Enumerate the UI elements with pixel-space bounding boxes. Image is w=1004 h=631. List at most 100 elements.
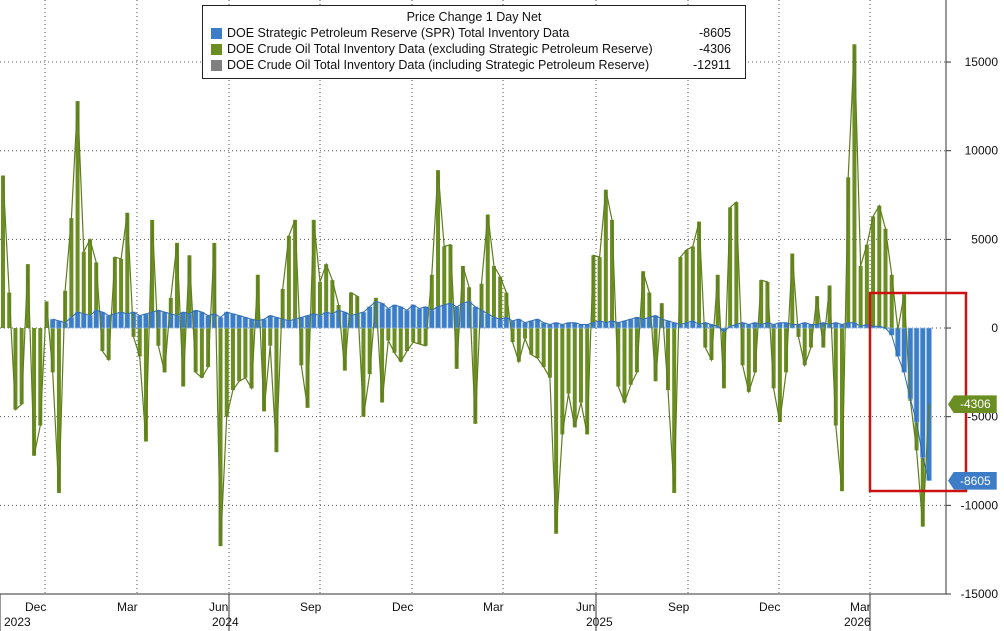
bar-spr <box>56 320 62 329</box>
bar-crude-ex-spr <box>168 297 173 329</box>
bar-crude-ex-spr <box>317 281 322 329</box>
bar-crude-ex-spr <box>262 328 267 412</box>
bar-spr <box>310 313 317 329</box>
bar-crude-ex-spr <box>274 328 279 453</box>
bar-crude-ex-spr <box>871 216 876 329</box>
chart-legend: Price Change 1 Day Net DOE Strategic Pet… <box>202 5 746 79</box>
bar-spr <box>366 306 373 329</box>
x-year-label: 2023 <box>4 615 31 629</box>
bar-spr <box>180 311 187 329</box>
last-value-tag-crude-ex-spr: -4306 <box>948 395 997 414</box>
bar-crude-ex-spr <box>32 328 37 456</box>
bar-crude-ex-spr <box>199 328 204 378</box>
bar-crude-ex-spr <box>286 235 291 329</box>
bar-crude-ex-spr <box>181 328 186 387</box>
y-tick-label: -15000 <box>961 587 999 601</box>
bar-spr <box>528 320 535 329</box>
bar-crude-ex-spr <box>1 175 5 329</box>
bar-spr <box>323 311 329 329</box>
bar-crude-ex-spr <box>212 242 217 329</box>
bar-crude-ex-spr <box>846 177 851 329</box>
bar-crude-ex-spr <box>516 328 521 362</box>
y-tick-label: 15000 <box>965 55 999 69</box>
bar-crude-ex-spr <box>367 328 372 375</box>
bar-spr <box>385 308 392 329</box>
bar-spr <box>342 311 348 329</box>
bar-crude-ex-spr <box>137 328 142 357</box>
legend-item-crude-incl-spr[interactable]: DOE Crude Oil Total Inventory Data (incl… <box>211 58 737 74</box>
bar-crude-ex-spr <box>740 328 745 366</box>
bar-spr <box>497 318 503 329</box>
bar-crude-ex-spr <box>100 328 105 352</box>
bar-crude-ex-spr <box>572 328 577 428</box>
bar-crude-ex-spr <box>94 262 99 329</box>
bar-crude-ex-spr <box>38 328 43 426</box>
bar-crude-ex-spr <box>628 328 633 385</box>
bar-crude-ex-spr <box>44 301 49 329</box>
legend-label-crude-incl-spr: DOE Crude Oil Total Inventory Data (incl… <box>227 58 650 72</box>
bar-spr <box>192 309 199 329</box>
bar-crude-ex-spr <box>280 289 285 329</box>
bar-spr <box>317 315 323 329</box>
bar-crude-ex-spr <box>697 221 702 329</box>
bar-spr <box>87 315 93 329</box>
legend-value-spr: -8605 <box>699 26 731 40</box>
bar-crude-ex-spr <box>193 328 198 373</box>
bar-crude-ex-spr <box>852 44 857 329</box>
bar-spr <box>236 315 242 329</box>
bar-crude-ex-spr <box>889 274 894 329</box>
legend-item-spr[interactable]: DOE Strategic Petroleum Reserve (SPR) To… <box>211 26 737 42</box>
bar-crude-ex-spr <box>187 255 192 329</box>
bar-crude-ex-spr <box>734 202 739 329</box>
x-tick-label: Sep <box>300 600 322 614</box>
bar-crude-ex-spr <box>498 276 503 329</box>
bar-spr <box>404 309 410 329</box>
bar-spr <box>652 315 659 329</box>
bar-crude-ex-spr <box>759 280 764 329</box>
legend-value-crude-ex-spr: -4306 <box>699 42 731 56</box>
bar-crude-ex-spr <box>349 292 354 329</box>
bar-spr <box>634 317 640 329</box>
bar-crude-ex-spr <box>25 264 30 329</box>
bar-crude-ex-spr <box>479 283 484 329</box>
bar-crude-ex-spr <box>442 246 447 329</box>
bar-crude-ex-spr <box>616 328 621 387</box>
legend-label-spr: DOE Strategic Petroleum Reserve (SPR) To… <box>227 26 570 40</box>
bar-crude-ex-spr <box>386 328 391 341</box>
bar-crude-ex-spr <box>206 328 211 368</box>
bar-crude-ex-spr <box>81 251 86 329</box>
bar-spr <box>267 315 274 329</box>
bar-crude-ex-spr <box>678 257 683 329</box>
y-tick-label: 5000 <box>971 232 998 246</box>
bar-spr <box>416 308 423 329</box>
bar-crude-ex-spr <box>765 281 770 329</box>
bar-crude-ex-spr <box>404 328 409 352</box>
bar-crude-ex-spr <box>268 328 273 346</box>
legend-item-crude-ex-spr[interactable]: DOE Crude Oil Total Inventory Data (excl… <box>211 42 737 58</box>
bar-crude-ex-spr <box>721 328 726 389</box>
x-year-label: 2026 <box>844 615 871 629</box>
x-year-label: 2024 <box>212 615 239 629</box>
bar-crude-ex-spr <box>293 219 298 329</box>
bar-crude-ex-spr <box>56 328 61 493</box>
bar-spr <box>789 324 796 329</box>
bar-crude-ex-spr <box>746 328 751 392</box>
bar-crude-ex-spr <box>125 212 130 329</box>
bar-spr <box>286 320 292 329</box>
bar-crude-ex-spr <box>491 265 496 329</box>
bar-spr <box>472 306 479 329</box>
bar-crude-ex-spr <box>833 328 838 426</box>
bar-spr <box>609 320 615 329</box>
bar-crude-ex-spr <box>69 218 74 329</box>
bar-crude-ex-spr <box>839 328 844 492</box>
bar-crude-ex-spr <box>566 328 571 394</box>
bar-crude-ex-spr <box>585 328 590 435</box>
bar-crude-ex-spr <box>63 290 68 329</box>
bar-spr <box>329 313 336 329</box>
bar-spr <box>149 311 155 329</box>
bar-crude-ex-spr <box>728 207 733 329</box>
x-year-label: 2025 <box>586 615 613 629</box>
bar-crude-ex-spr <box>672 328 677 493</box>
bar-spr <box>273 317 280 329</box>
